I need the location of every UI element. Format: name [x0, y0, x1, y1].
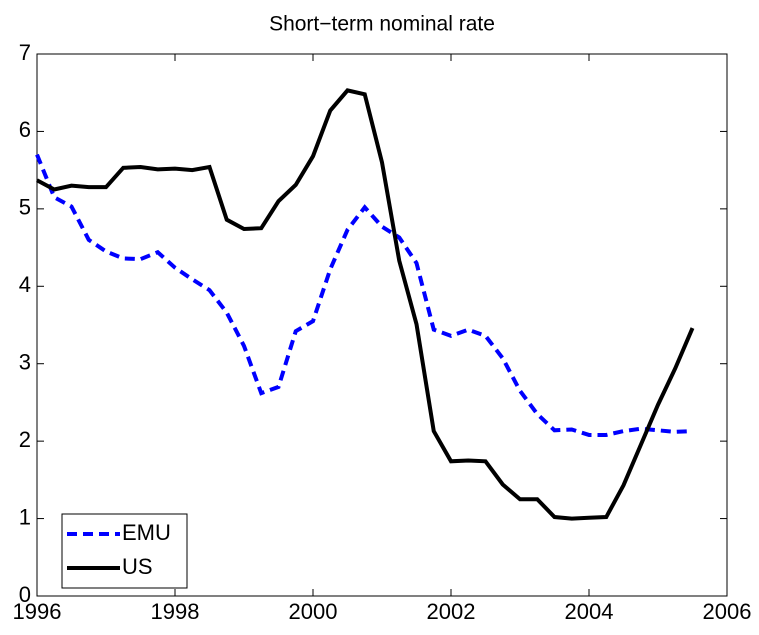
series-line	[35, 153, 693, 437]
chart-title: Short−term nominal rate	[269, 13, 495, 36]
x-tick-label: 2000	[289, 599, 338, 624]
y-tick-label: 4	[19, 272, 31, 297]
x-tick-label: 2002	[427, 599, 476, 624]
y-tick-label: 6	[19, 117, 31, 142]
x-tick-label: 2004	[565, 599, 614, 624]
legend-label: US	[122, 554, 153, 579]
series-line	[36, 88, 695, 521]
y-tick-label: 2	[19, 427, 31, 452]
y-tick-label: 0	[19, 582, 31, 607]
legend-label: EMU	[122, 520, 171, 545]
y-tick-label: 7	[19, 40, 31, 65]
x-tick-label: 1996	[13, 599, 62, 624]
plot-area	[36, 53, 728, 597]
y-tick-label: 1	[19, 504, 31, 529]
legend-box	[61, 513, 188, 589]
x-tick-label: 1998	[151, 599, 200, 624]
y-tick-label: 3	[19, 350, 31, 375]
x-tick-label: 2006	[703, 599, 752, 624]
y-tick-label: 5	[19, 195, 31, 220]
